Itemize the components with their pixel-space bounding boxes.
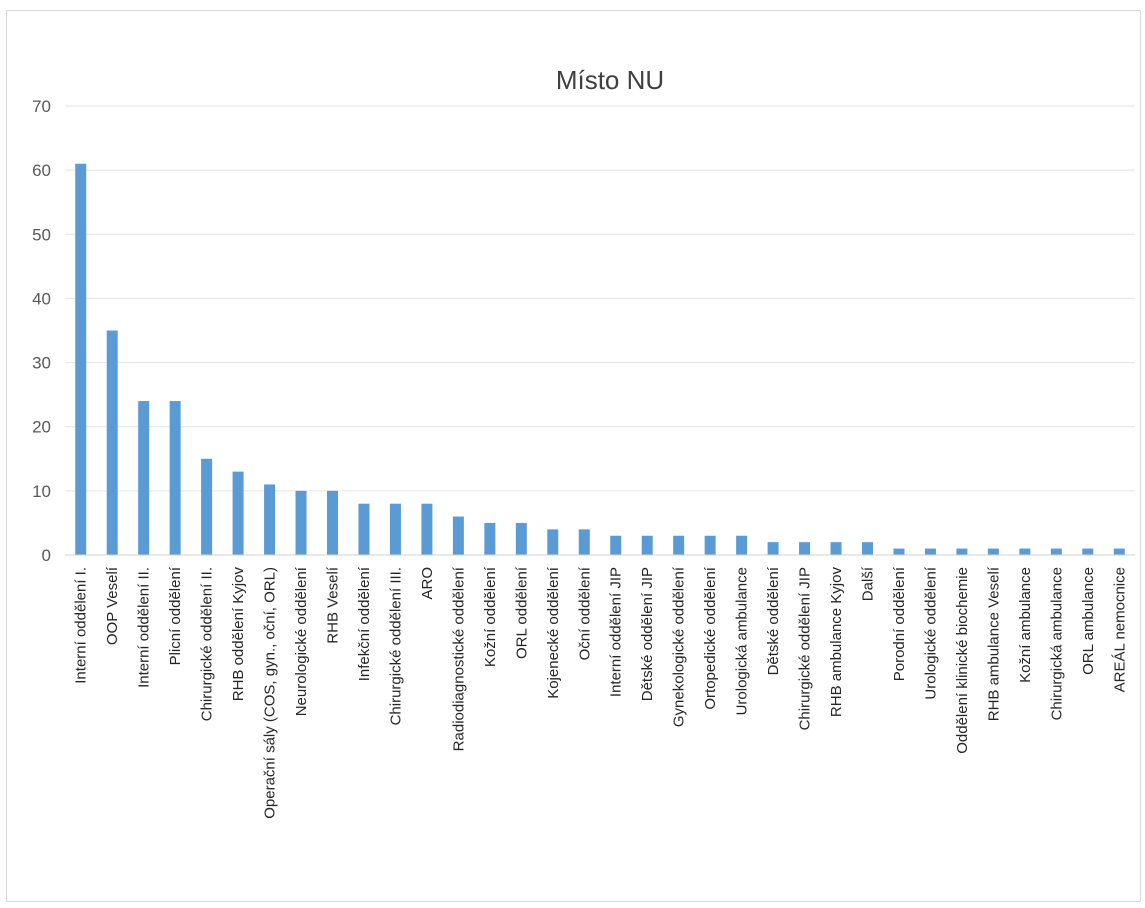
- x-tick-label: Interní oddělení II.: [136, 567, 153, 688]
- bar: [799, 542, 811, 555]
- bar: [893, 548, 905, 555]
- x-tick-label: Radiodiagnostické oddělení: [450, 566, 467, 751]
- bars: [75, 163, 1125, 555]
- x-tick-label: ARO: [419, 567, 436, 600]
- y-tick-label: 50: [32, 225, 51, 244]
- bar: [1082, 548, 1094, 555]
- bar: [484, 522, 496, 555]
- y-tick-label: 20: [32, 418, 51, 437]
- bar: [610, 535, 622, 555]
- bar: [547, 529, 559, 555]
- x-tick-label: Chirurgické oddělení III.: [387, 567, 404, 725]
- x-tick-label: ORL ambulance: [1080, 567, 1097, 675]
- x-tick-label: Infekční oddělení: [356, 566, 373, 681]
- chart-title: Místo NU: [556, 65, 664, 95]
- bar: [578, 529, 590, 555]
- bar: [295, 490, 307, 555]
- y-tick-label: 40: [32, 289, 51, 308]
- x-tick-label: Kojenecké oddělení: [545, 566, 562, 699]
- bar: [264, 484, 276, 555]
- y-tick-label: 30: [32, 354, 51, 373]
- bar: [830, 542, 842, 555]
- y-tick-label: 0: [42, 546, 51, 565]
- x-tick-label: Oddělení klinické biochemie: [954, 567, 971, 754]
- x-tick-label: Plicní oddělení: [167, 566, 184, 665]
- x-tick-label: Operační sály (COS, gyn., oční, ORL): [262, 567, 279, 819]
- x-tick-label: ORL oddělení: [513, 566, 530, 659]
- bar: [673, 535, 685, 555]
- x-tick-label: Interní oddělení I.: [73, 567, 90, 684]
- x-tick-label: Porodní oddělení: [891, 566, 908, 681]
- x-tick-label: Urologická ambulance: [734, 567, 751, 715]
- x-axis-labels: Interní oddělení I. OOP Veselí Interní odd…: [73, 566, 1129, 819]
- bar: [987, 548, 999, 555]
- bar: [1113, 548, 1125, 555]
- bar: [75, 163, 87, 555]
- bar: [924, 548, 936, 555]
- x-tick-label: Kožní ambulance: [1017, 567, 1034, 683]
- y-axis-ticks: 0 10 20 30 40 50 60 70: [32, 97, 51, 565]
- bar: [389, 503, 401, 555]
- x-tick-label: OOP Veselí: [104, 566, 121, 645]
- bar: [736, 535, 748, 555]
- x-tick-label: Oční oddělení: [576, 566, 593, 660]
- bar: [1050, 548, 1062, 555]
- x-tick-label: RHB ambulance Kyjov: [828, 567, 845, 718]
- chart-frame: Místo NU 0 10 20 30 40 50 60 70 Interní oddělen…: [6, 10, 1141, 902]
- x-tick-label: Neurologické oddělení: [293, 566, 310, 716]
- bar: [169, 401, 181, 555]
- bar: [704, 535, 716, 555]
- x-tick-label: Interní oddělení JIP: [608, 567, 625, 697]
- x-tick-label: RHB oddělení Kyjov: [230, 567, 247, 702]
- bar: [327, 490, 338, 555]
- x-tick-label: Gynekologické oddělení: [671, 566, 688, 727]
- x-tick-label: Ortopedické oddělení: [702, 566, 719, 709]
- bar: [106, 330, 118, 555]
- bar: [421, 503, 433, 555]
- bar: [641, 535, 653, 555]
- bar-chart: Místo NU 0 10 20 30 40 50 60 70 Interní oddělen…: [32, 65, 1135, 819]
- y-tick-label: 70: [32, 97, 51, 116]
- gridlines: [65, 105, 1135, 492]
- x-tick-label: RHB Veselí: [325, 566, 342, 644]
- bar: [232, 471, 244, 555]
- bar: [358, 503, 370, 555]
- x-tick-label: AREÁL nemocnice: [1111, 567, 1128, 692]
- x-tick-label: RHB ambulance Veselí: [985, 566, 1002, 721]
- x-tick-label: Kožní oddělení: [482, 566, 499, 667]
- x-tick-label: Urologické oddělení: [922, 566, 939, 699]
- x-tick-label: Další: [860, 566, 877, 601]
- bar: [1019, 548, 1031, 555]
- bar: [515, 522, 527, 555]
- bar: [862, 542, 873, 555]
- x-tick-label: Chirurgické oddělení JIP: [797, 567, 814, 730]
- x-tick-label: Dětské oddělení JIP: [639, 567, 656, 701]
- x-tick-label: Dětské oddělení: [765, 566, 782, 675]
- x-tick-label: Chirurgické oddělení II.: [199, 567, 216, 721]
- bar: [956, 548, 968, 555]
- bar: [452, 516, 464, 555]
- y-tick-label: 10: [32, 482, 51, 501]
- bar: [138, 401, 150, 555]
- y-tick-label: 60: [32, 161, 51, 180]
- bar: [201, 458, 213, 555]
- x-tick-label: Chirurgická ambulance: [1048, 567, 1065, 720]
- bar: [767, 542, 779, 555]
